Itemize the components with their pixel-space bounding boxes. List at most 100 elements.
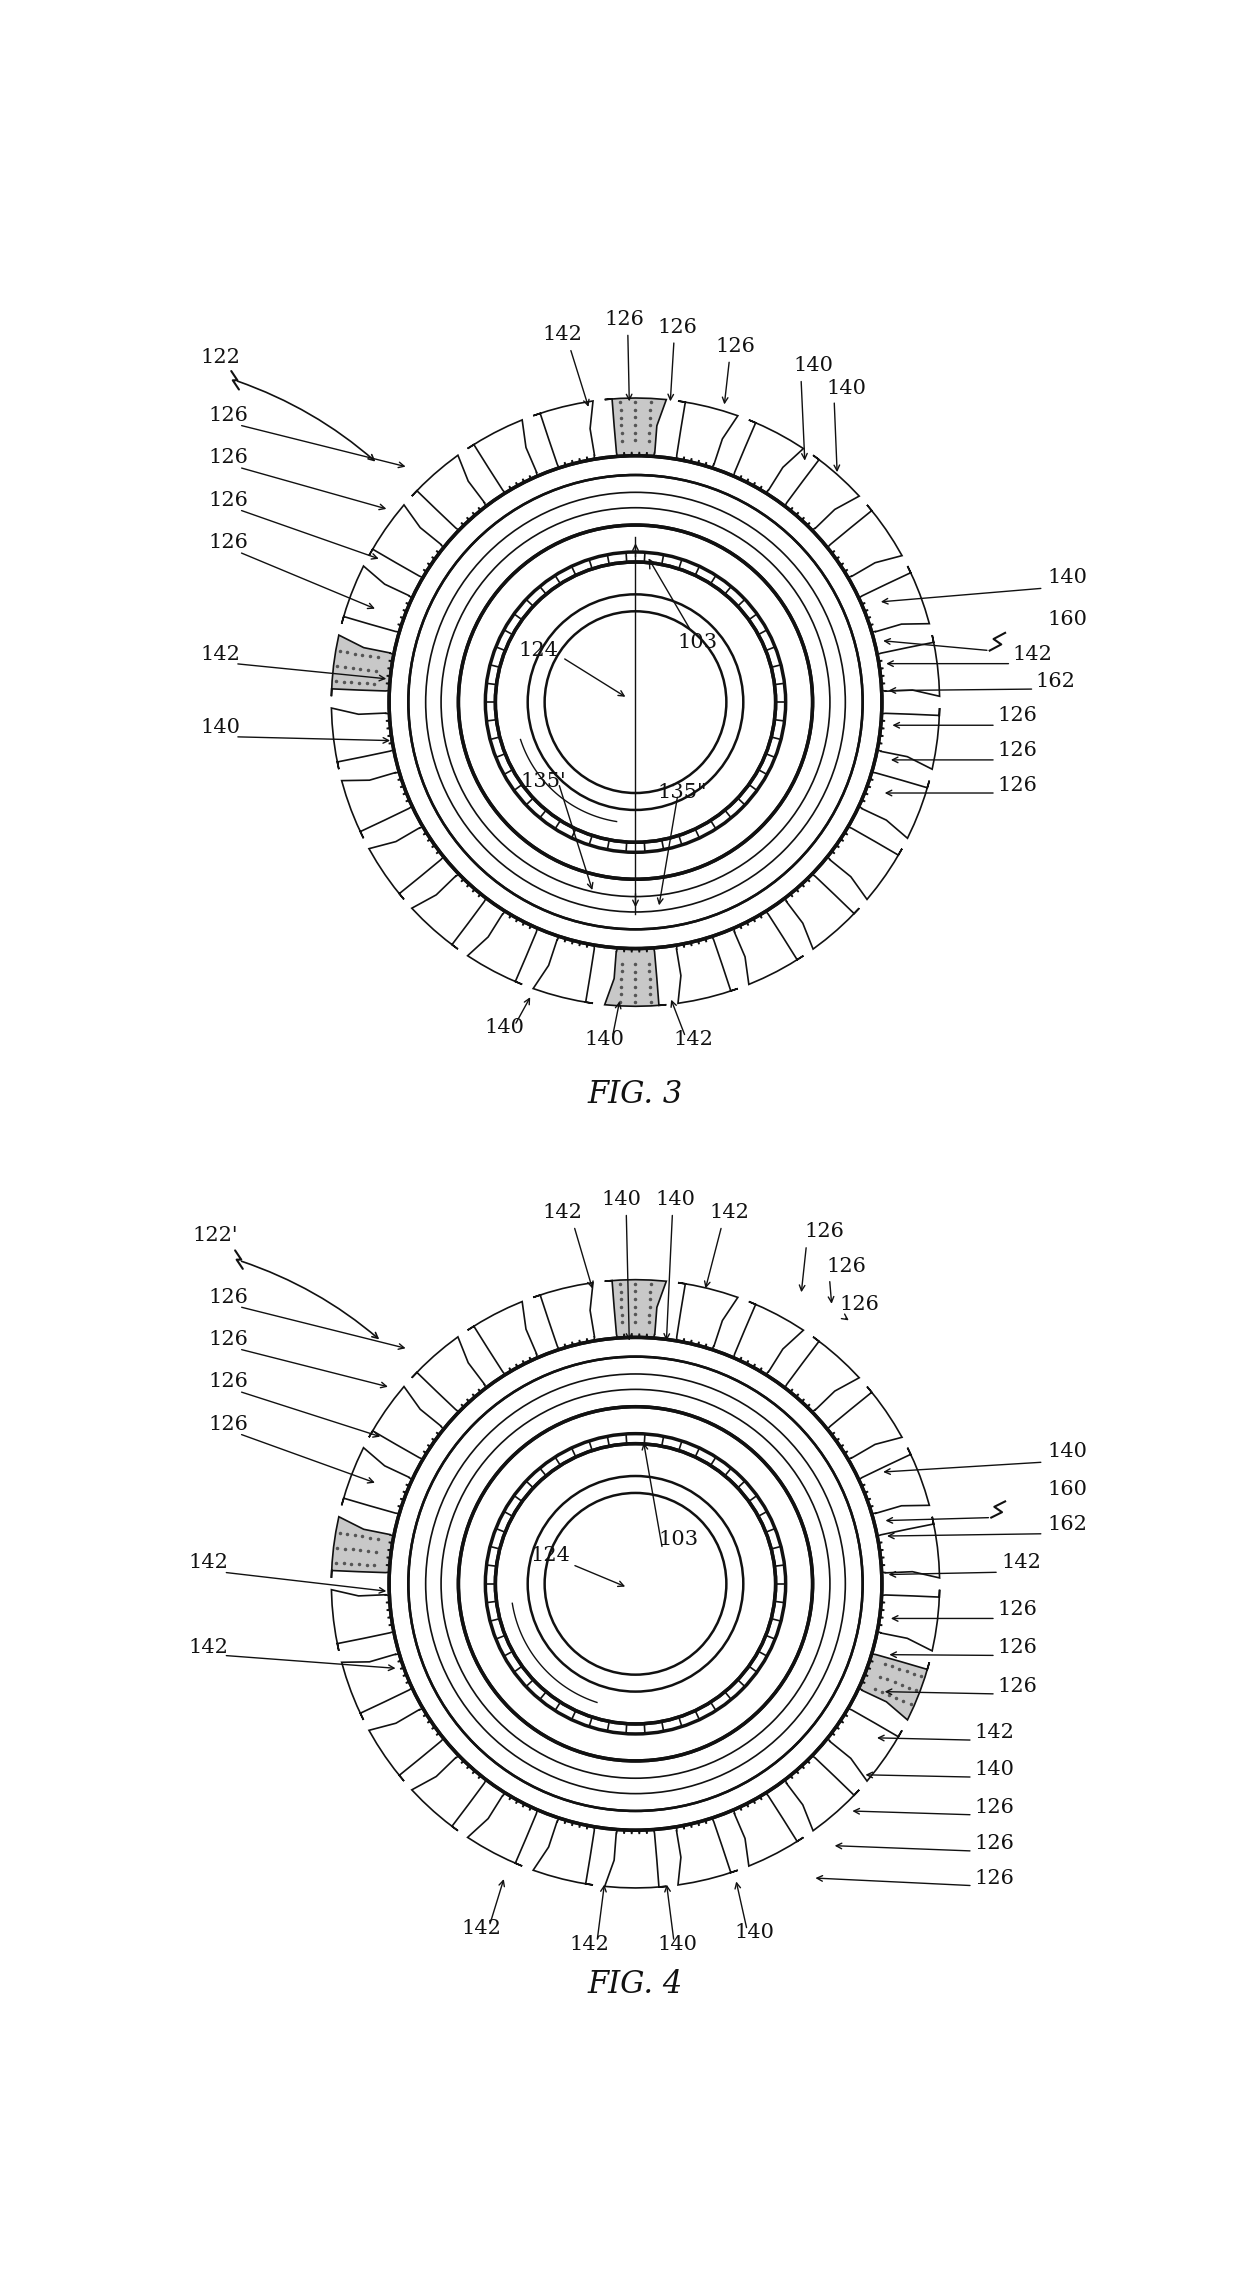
Polygon shape bbox=[370, 824, 449, 900]
Text: 126: 126 bbox=[997, 742, 1038, 760]
Polygon shape bbox=[370, 504, 449, 579]
Polygon shape bbox=[822, 1706, 901, 1782]
Text: 126: 126 bbox=[658, 318, 698, 337]
Polygon shape bbox=[781, 456, 859, 536]
Polygon shape bbox=[822, 504, 901, 579]
Text: 103: 103 bbox=[658, 1530, 698, 1550]
Text: 126: 126 bbox=[826, 1257, 867, 1276]
Text: 142: 142 bbox=[201, 646, 241, 664]
Text: 140: 140 bbox=[601, 1191, 641, 1209]
Text: 126: 126 bbox=[208, 1415, 248, 1434]
Text: 140: 140 bbox=[485, 1019, 525, 1037]
Polygon shape bbox=[342, 772, 419, 838]
Text: 126: 126 bbox=[997, 1676, 1038, 1695]
Text: 142: 142 bbox=[542, 1202, 583, 1223]
Circle shape bbox=[495, 1443, 776, 1724]
Text: 140: 140 bbox=[975, 1759, 1014, 1779]
Polygon shape bbox=[467, 1301, 539, 1381]
Polygon shape bbox=[533, 401, 594, 474]
Text: 135': 135' bbox=[521, 772, 565, 790]
Polygon shape bbox=[389, 456, 882, 948]
Text: 140: 140 bbox=[656, 1191, 696, 1209]
Text: 162: 162 bbox=[1048, 1516, 1087, 1534]
Text: 126: 126 bbox=[208, 449, 248, 467]
Polygon shape bbox=[781, 870, 859, 948]
Text: 140: 140 bbox=[1048, 1443, 1087, 1461]
Polygon shape bbox=[781, 1752, 859, 1830]
Polygon shape bbox=[605, 941, 666, 1005]
Text: 126: 126 bbox=[975, 1869, 1014, 1887]
Text: 126: 126 bbox=[208, 1372, 248, 1392]
Text: 126: 126 bbox=[208, 490, 248, 511]
Polygon shape bbox=[870, 1516, 940, 1578]
Polygon shape bbox=[852, 1447, 929, 1514]
Circle shape bbox=[495, 561, 776, 843]
Polygon shape bbox=[677, 1811, 738, 1885]
Polygon shape bbox=[467, 905, 539, 985]
Polygon shape bbox=[533, 1811, 594, 1885]
Text: 124: 124 bbox=[531, 1546, 570, 1564]
Text: 126: 126 bbox=[997, 1601, 1038, 1619]
Text: 122: 122 bbox=[201, 348, 241, 366]
Polygon shape bbox=[331, 708, 401, 769]
Text: 126: 126 bbox=[208, 534, 248, 552]
Text: 140: 140 bbox=[826, 380, 867, 398]
Polygon shape bbox=[342, 1447, 419, 1514]
Polygon shape bbox=[605, 1280, 666, 1347]
Text: 126: 126 bbox=[208, 1330, 248, 1349]
Text: FIG. 4: FIG. 4 bbox=[588, 1969, 683, 1999]
Polygon shape bbox=[732, 905, 804, 985]
Text: 140: 140 bbox=[735, 1924, 775, 1942]
Polygon shape bbox=[870, 634, 940, 696]
Text: 126: 126 bbox=[997, 776, 1038, 795]
Polygon shape bbox=[467, 419, 539, 499]
Text: 103: 103 bbox=[650, 559, 718, 653]
Polygon shape bbox=[822, 824, 901, 900]
Polygon shape bbox=[732, 419, 804, 499]
Text: 122': 122' bbox=[192, 1225, 238, 1246]
Text: 126: 126 bbox=[975, 1798, 1014, 1818]
Polygon shape bbox=[852, 772, 929, 838]
Text: 124: 124 bbox=[518, 641, 558, 660]
Text: 142: 142 bbox=[709, 1202, 749, 1223]
Text: 126: 126 bbox=[997, 705, 1038, 726]
Text: 142: 142 bbox=[188, 1553, 228, 1573]
Text: 142: 142 bbox=[569, 1935, 609, 1953]
Polygon shape bbox=[852, 1653, 929, 1720]
Text: 142: 142 bbox=[1013, 646, 1053, 664]
Polygon shape bbox=[533, 1282, 594, 1356]
Polygon shape bbox=[342, 1653, 419, 1720]
Polygon shape bbox=[533, 930, 594, 1003]
Polygon shape bbox=[605, 1823, 666, 1887]
Polygon shape bbox=[677, 1282, 738, 1356]
Text: 142: 142 bbox=[1001, 1553, 1042, 1573]
Text: 140: 140 bbox=[585, 1030, 625, 1049]
Text: 126: 126 bbox=[208, 1287, 248, 1308]
Polygon shape bbox=[870, 1589, 940, 1651]
Text: 140: 140 bbox=[658, 1935, 698, 1953]
Text: 142: 142 bbox=[975, 1722, 1014, 1743]
Polygon shape bbox=[412, 1337, 490, 1418]
Polygon shape bbox=[677, 930, 738, 1003]
Text: 126: 126 bbox=[604, 309, 644, 330]
Polygon shape bbox=[870, 708, 940, 769]
Text: 142: 142 bbox=[461, 1919, 501, 1937]
Circle shape bbox=[544, 1493, 727, 1674]
Polygon shape bbox=[852, 566, 929, 632]
Text: 140: 140 bbox=[1048, 568, 1087, 586]
Text: 140: 140 bbox=[201, 719, 241, 737]
Text: 160: 160 bbox=[1048, 609, 1087, 630]
Polygon shape bbox=[331, 1589, 401, 1651]
Text: 162: 162 bbox=[1035, 671, 1076, 692]
Polygon shape bbox=[412, 870, 490, 948]
Polygon shape bbox=[331, 634, 401, 696]
Polygon shape bbox=[342, 566, 419, 632]
Text: 126: 126 bbox=[975, 1834, 1014, 1853]
Text: 126: 126 bbox=[997, 1637, 1038, 1658]
Polygon shape bbox=[331, 1516, 401, 1578]
Polygon shape bbox=[781, 1337, 859, 1418]
Polygon shape bbox=[412, 456, 490, 536]
Text: 142: 142 bbox=[542, 325, 583, 343]
Polygon shape bbox=[822, 1385, 901, 1461]
Text: 135": 135" bbox=[657, 783, 707, 802]
